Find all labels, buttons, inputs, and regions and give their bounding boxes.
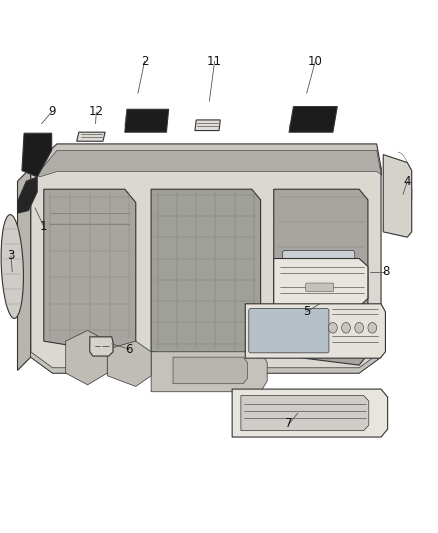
Polygon shape [18,168,31,370]
Text: 6: 6 [125,343,133,356]
Polygon shape [18,177,37,213]
Polygon shape [31,168,381,373]
Text: 10: 10 [308,55,323,68]
Text: 7: 7 [285,417,293,430]
Circle shape [368,322,377,333]
Polygon shape [195,120,220,131]
Polygon shape [274,189,368,365]
Text: 12: 12 [89,106,104,118]
Text: 1: 1 [40,220,48,233]
FancyBboxPatch shape [306,283,334,292]
Polygon shape [274,259,368,306]
Text: 3: 3 [7,249,14,262]
Polygon shape [173,357,247,384]
Text: 9: 9 [48,106,56,118]
Text: 8: 8 [382,265,389,278]
Polygon shape [37,150,381,177]
Ellipse shape [1,215,23,318]
Polygon shape [31,352,381,373]
Polygon shape [232,389,388,437]
Polygon shape [90,337,113,356]
Circle shape [328,322,337,333]
Polygon shape [125,109,169,132]
Polygon shape [22,133,52,177]
Text: 5: 5 [303,305,310,318]
Text: 4: 4 [403,175,411,188]
Text: 2: 2 [141,55,148,68]
Text: 11: 11 [207,55,222,68]
Circle shape [342,322,350,333]
Circle shape [355,322,364,333]
Polygon shape [77,132,105,141]
FancyBboxPatch shape [249,309,329,353]
Polygon shape [66,330,107,385]
Polygon shape [31,144,381,192]
Polygon shape [383,155,412,237]
Polygon shape [151,352,267,392]
Polygon shape [151,189,261,362]
Polygon shape [289,107,337,132]
Polygon shape [44,189,136,354]
FancyBboxPatch shape [283,251,355,280]
Polygon shape [241,395,369,431]
Polygon shape [245,304,385,358]
Polygon shape [107,341,151,386]
